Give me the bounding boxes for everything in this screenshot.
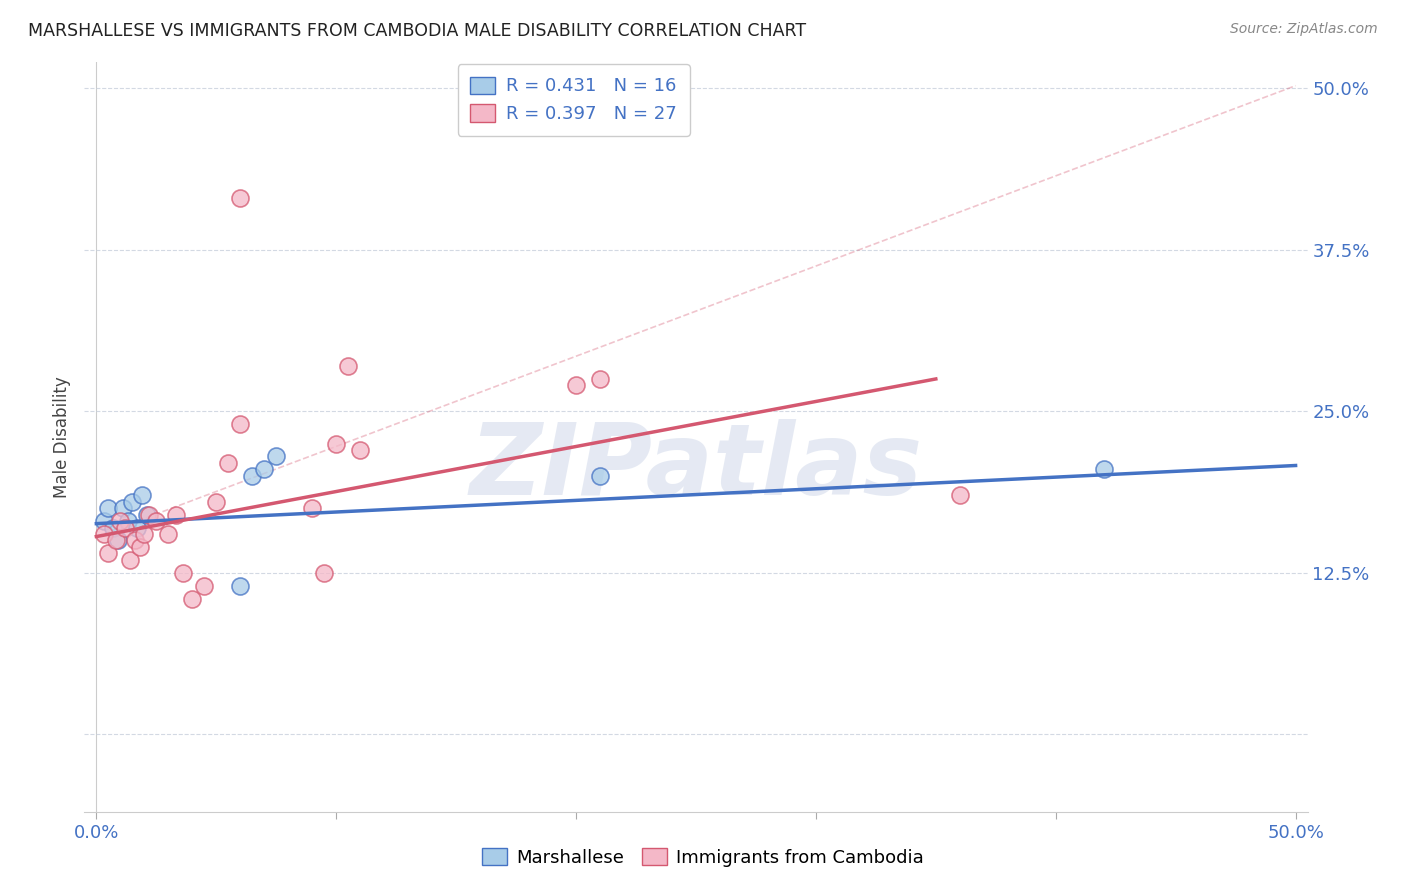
Point — [124, 533, 146, 548]
Point — [127, 520, 149, 534]
Point — [240, 468, 263, 483]
Point — [138, 508, 160, 522]
Point — [589, 468, 612, 483]
Point — [104, 533, 127, 548]
Legend: Marshallese, Immigrants from Cambodia: Marshallese, Immigrants from Cambodia — [475, 841, 931, 874]
Point — [145, 514, 167, 528]
Y-axis label: Male Disability: Male Disability — [53, 376, 72, 498]
Point — [217, 456, 239, 470]
Point — [229, 191, 252, 205]
Point — [181, 591, 204, 606]
Point — [118, 553, 141, 567]
Text: Source: ZipAtlas.com: Source: ZipAtlas.com — [1230, 22, 1378, 37]
Point — [205, 494, 228, 508]
Point — [229, 579, 252, 593]
Point — [107, 533, 129, 548]
Legend: R = 0.431   N = 16, R = 0.397   N = 27: R = 0.431 N = 16, R = 0.397 N = 27 — [457, 64, 690, 136]
Point — [128, 540, 150, 554]
Point — [314, 566, 336, 580]
Point — [1092, 462, 1115, 476]
Point — [565, 378, 588, 392]
Point — [101, 520, 124, 534]
Point — [111, 501, 134, 516]
Point — [93, 527, 115, 541]
Point — [229, 417, 252, 432]
Point — [589, 372, 612, 386]
Point — [172, 566, 194, 580]
Point — [264, 450, 287, 464]
Text: MARSHALLESE VS IMMIGRANTS FROM CAMBODIA MALE DISABILITY CORRELATION CHART: MARSHALLESE VS IMMIGRANTS FROM CAMBODIA … — [28, 22, 806, 40]
Point — [93, 514, 115, 528]
Point — [949, 488, 972, 502]
Point — [253, 462, 276, 476]
Point — [301, 501, 323, 516]
Point — [110, 514, 132, 528]
Point — [117, 514, 139, 528]
Point — [325, 436, 347, 450]
Point — [157, 527, 180, 541]
Point — [114, 520, 136, 534]
Point — [97, 546, 120, 560]
Point — [193, 579, 215, 593]
Point — [135, 508, 157, 522]
Text: ZIPatlas: ZIPatlas — [470, 418, 922, 516]
Point — [134, 527, 156, 541]
Point — [349, 442, 371, 457]
Point — [121, 494, 143, 508]
Point — [131, 488, 153, 502]
Point — [337, 359, 360, 373]
Point — [165, 508, 187, 522]
Point — [97, 501, 120, 516]
